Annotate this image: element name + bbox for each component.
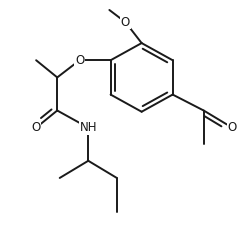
Text: O: O (32, 121, 40, 134)
Text: O: O (120, 16, 130, 29)
Text: NH: NH (79, 121, 97, 134)
Text: O: O (75, 54, 84, 67)
Text: O: O (227, 121, 236, 134)
